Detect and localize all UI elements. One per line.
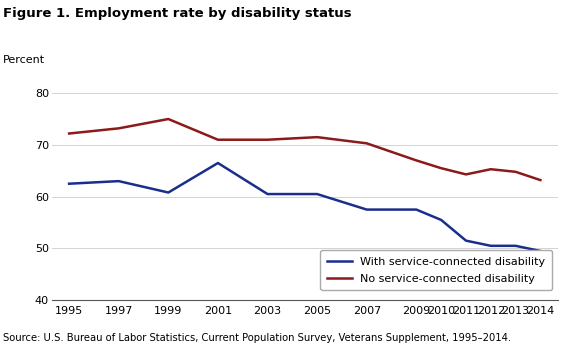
No service-connected disability: [413, 158, 420, 162]
With service-connected disability: [438, 218, 444, 222]
With service-connected disability: [413, 207, 420, 211]
Line: With service-connected disability: With service-connected disability: [69, 163, 540, 251]
No service-connected disability: [165, 117, 172, 121]
Text: Source: U.S. Bureau of Labor Statistics, Current Population Survey, Veterans Sup: Source: U.S. Bureau of Labor Statistics,…: [3, 333, 511, 343]
No service-connected disability: [537, 178, 544, 182]
With service-connected disability: [363, 207, 370, 211]
With service-connected disability: [314, 192, 321, 196]
With service-connected disability: [115, 179, 122, 183]
With service-connected disability: [488, 244, 494, 248]
With service-connected disability: [462, 238, 469, 243]
Text: Percent: Percent: [3, 55, 45, 65]
With service-connected disability: [264, 192, 271, 196]
No service-connected disability: [363, 141, 370, 146]
No service-connected disability: [214, 138, 221, 142]
Line: No service-connected disability: No service-connected disability: [69, 119, 540, 180]
With service-connected disability: [512, 244, 519, 248]
No service-connected disability: [314, 135, 321, 139]
With service-connected disability: [537, 249, 544, 253]
No service-connected disability: [438, 166, 444, 170]
No service-connected disability: [66, 131, 72, 136]
With service-connected disability: [214, 161, 221, 165]
With service-connected disability: [165, 190, 172, 195]
No service-connected disability: [115, 126, 122, 130]
No service-connected disability: [264, 138, 271, 142]
No service-connected disability: [488, 167, 494, 171]
No service-connected disability: [462, 172, 469, 176]
Text: Figure 1. Employment rate by disability status: Figure 1. Employment rate by disability …: [3, 7, 351, 20]
Legend: With service-connected disability, No service-connected disability: With service-connected disability, No se…: [320, 250, 552, 290]
With service-connected disability: [66, 181, 72, 186]
No service-connected disability: [512, 170, 519, 174]
